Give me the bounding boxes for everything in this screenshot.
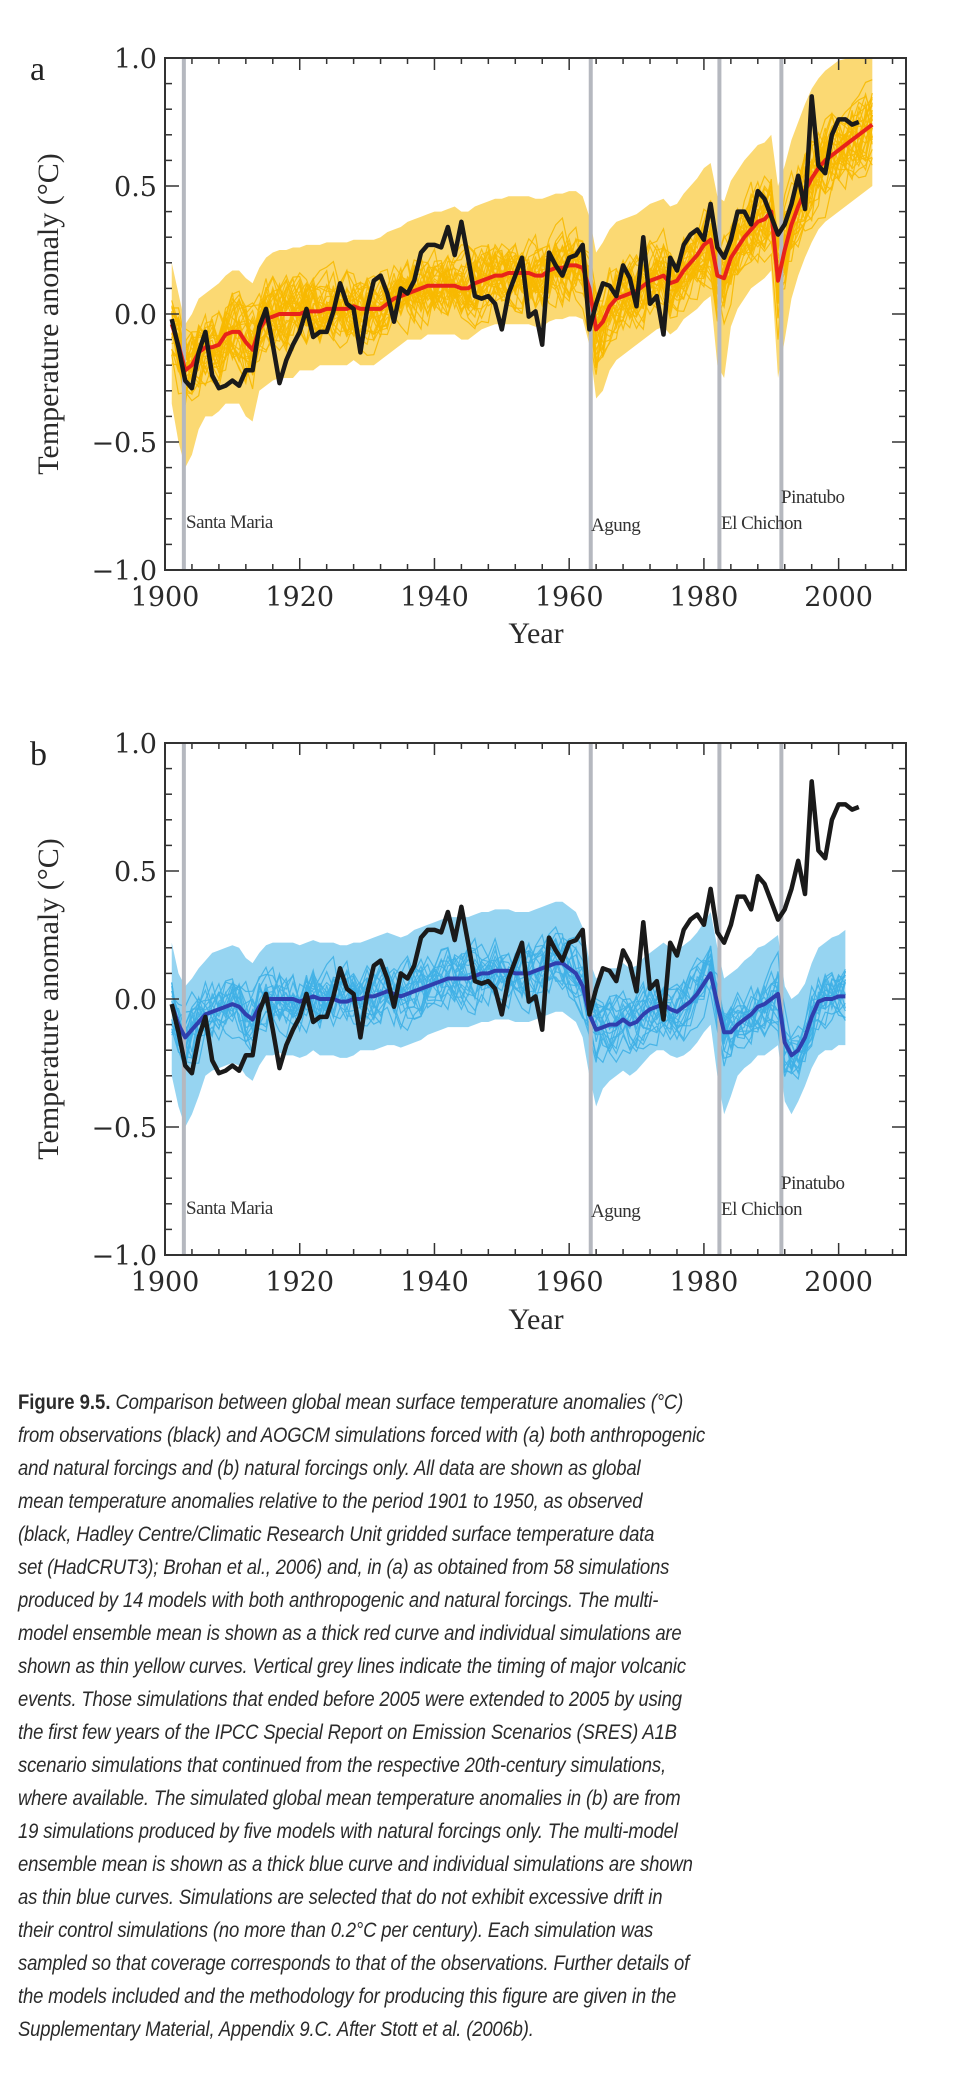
x-tick-label: 1960 (535, 1267, 604, 1298)
panel-b-label: b (30, 736, 47, 773)
x-tick-label: 1960 (535, 582, 604, 613)
panel-a-label-santa-maria: Santa Maria (186, 512, 274, 533)
caption-text: Comparison between global mean surface t… (115, 1390, 684, 1414)
panel-b-x-axis-title: Year (508, 1303, 563, 1336)
caption-line: the first few years of the IPCC Special … (18, 1720, 677, 1744)
caption-line: Supplementary Material, Appendix 9.C. Af… (18, 2017, 534, 2041)
simulation-curve (171, 106, 873, 395)
y-tick-label: −0.5 (91, 1113, 157, 1144)
panel-b-observations (169, 779, 860, 1076)
y-tick-label: 1.0 (114, 44, 157, 75)
panel-a-label: a (30, 51, 45, 88)
panel-b-axes (164, 742, 907, 1256)
panel-b-mean-series (169, 961, 846, 1058)
panel-a-volcano-lines (181, 58, 784, 570)
simulation-curve (171, 100, 873, 376)
simulation-envelope (171, 901, 846, 1127)
x-tick-label: 2000 (804, 582, 873, 613)
caption-line: events. Those simulations that ended bef… (18, 1687, 682, 1711)
figure-svg: 1900 1920 1940 1960 1980 2000 −1.0 −0.5 0.0 0.5 1.… (30, 44, 907, 1336)
panel-a-axes (164, 57, 907, 571)
x-tick-label: 1980 (670, 1267, 739, 1298)
panel-a-y-axis-title: Temperature anomaly (°C) (32, 153, 65, 474)
caption-line: their control simulations (no more than … (18, 1918, 654, 1942)
y-tick-label: −1.0 (91, 1241, 157, 1272)
panel-b-label-el-chichon: El Chichon (721, 1199, 803, 1220)
caption-line: mean temperature anomalies relative to t… (18, 1489, 643, 1513)
x-tick-label: 1900 (131, 582, 200, 613)
panel-a-observations (169, 94, 860, 391)
caption-line: where available. The simulated global me… (18, 1786, 681, 1810)
y-tick-label: 0.0 (114, 985, 157, 1016)
figure-caption: Figure 9.5. Comparison between global me… (18, 1386, 938, 2046)
figure-9-5: 1900 1920 1940 1960 1980 2000 −1.0 −0.5 0.0 0.5 1.… (30, 44, 907, 1336)
caption-line: model ensemble mean is shown as a thick … (18, 1621, 682, 1645)
y-tick-label: 0.5 (114, 172, 157, 203)
simulation-curve (171, 936, 846, 1075)
x-tick-label: 1920 (265, 1267, 334, 1298)
caption-line: 19 simulations produced by five models w… (18, 1819, 678, 1843)
y-tick-label: −1.0 (91, 556, 157, 587)
caption-line: as thin blue curves. Simulations are sel… (18, 1885, 663, 1909)
caption-line: ensemble mean is shown as a thick blue c… (18, 1852, 693, 1876)
y-tick-label: 1.0 (114, 729, 157, 760)
caption-line: the models included and the methodology … (18, 1984, 677, 2008)
caption-line: sampled so that coverage corresponds to … (18, 1951, 690, 1975)
x-tick-label: 1940 (400, 582, 469, 613)
panel-a: 1900 1920 1940 1960 1980 2000 −1.0 −0.5 0.0 0.5 1.… (30, 44, 907, 650)
simulation-curve (171, 120, 873, 402)
panel-a-label-el-chichon: El Chichon (721, 513, 803, 534)
simulation-curve (171, 939, 846, 1070)
x-tick-label: 2000 (804, 1267, 873, 1298)
x-tick-label: 1920 (265, 582, 334, 613)
y-tick-label: 0.5 (114, 857, 157, 888)
x-tick-label: 1900 (131, 1267, 200, 1298)
caption-line: and natural forcings and (b) natural for… (18, 1456, 641, 1480)
caption-line: from observations (black) and AOGCM simu… (18, 1423, 706, 1447)
caption-line: (black, Hadley Centre/Climatic Research … (18, 1522, 655, 1546)
x-tick-label: 1980 (670, 582, 739, 613)
panel-b: 1900 1920 1940 1960 1980 2000 −1.0 −0.5 0.0 0.5 1.… (30, 729, 907, 1336)
caption-line: shown as thin yellow curves. Vertical gr… (18, 1654, 686, 1678)
caption-line: scenario simulations that continued from… (18, 1753, 666, 1777)
panel-b-simulations (171, 901, 846, 1127)
panel-b-label-agung: Agung (591, 1201, 641, 1222)
panel-a-tick-labels: 1900 1920 1940 1960 1980 2000 −1.0 −0.5 0.0 0.5 1.… (91, 44, 873, 613)
caption-line: set (HadCRUT3); Brohan et al., 2006) and… (18, 1555, 670, 1579)
ensemble-mean-line (169, 961, 846, 1058)
panel-a-label-agung: Agung (591, 515, 641, 536)
panel-b-label-santa-maria: Santa Maria (186, 1198, 274, 1219)
panel-b-label-pinatubo: Pinatubo (781, 1173, 845, 1194)
y-tick-label: −0.5 (91, 428, 157, 459)
simulation-curve (171, 942, 846, 1077)
panel-a-x-axis-title: Year (508, 617, 563, 650)
x-tick-label: 1940 (400, 1267, 469, 1298)
panel-b-y-axis-title: Temperature anomaly (°C) (32, 838, 65, 1159)
caption-figure-number: Figure 9.5. (18, 1390, 111, 1414)
caption-line: produced by 14 models with both anthropo… (18, 1588, 659, 1612)
panel-b-tick-labels: 1900 1920 1940 1960 1980 2000 −1.0 −0.5 0.0 0.5 1.… (91, 729, 873, 1298)
caption-line: Figure 9.5. Comparison between global me… (18, 1386, 809, 1419)
panel-b-volcano-lines (181, 743, 784, 1255)
y-tick-label: 0.0 (114, 300, 157, 331)
panel-a-label-pinatubo: Pinatubo (781, 487, 845, 508)
